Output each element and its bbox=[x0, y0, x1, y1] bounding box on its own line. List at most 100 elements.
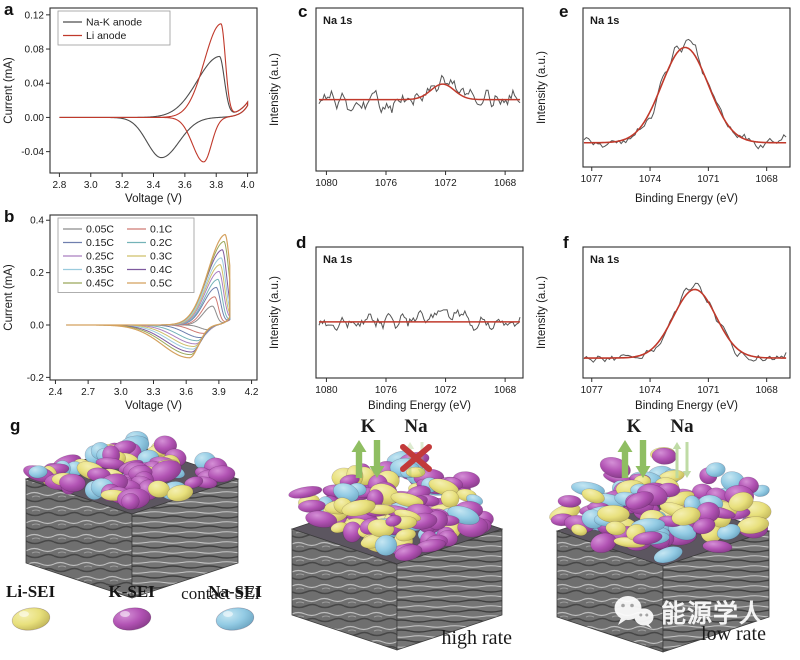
svg-text:3.4: 3.4 bbox=[147, 180, 161, 191]
k-ion-label: K bbox=[361, 416, 376, 437]
svg-text:0.4C: 0.4C bbox=[150, 264, 173, 276]
y-axis-label: Intensity (a.u.) bbox=[536, 51, 548, 124]
sei-3d-model: K Na bbox=[288, 416, 504, 651]
axes: 1077 1074 1071 1068 Binding Energy (eV) Inten… bbox=[536, 15, 778, 205]
x-axis-label: Binding Energy (eV) bbox=[635, 400, 738, 412]
svg-text:4.0: 4.0 bbox=[241, 180, 255, 191]
plot-frame bbox=[582, 7, 791, 168]
cv-comparison-chart-svg: 2.8 3.0 3.2 3.4 3.6 3.8 4.0 -0.04 0.00 0.04 0.08 0.… bbox=[3, 7, 258, 205]
panel-letter-d: d bbox=[296, 233, 307, 252]
series-group bbox=[66, 233, 231, 359]
panel-b: b 2.4 2.7 3.0 3.3 3.6 3.9 4.2 -0.2 0.0 0.2 0.4 Volt… bbox=[0, 207, 266, 414]
svg-text:1068: 1068 bbox=[494, 178, 517, 189]
legend-item-li-sei: Li-SEI bbox=[6, 582, 55, 640]
y-axis-label: Current (mA) bbox=[3, 57, 15, 124]
xps-na1s-chart-d-svg: 1080 1076 1072 1068 Binding Energy (eV) Inten… bbox=[269, 246, 524, 412]
svg-text:2.8: 2.8 bbox=[52, 180, 66, 191]
xps-na1s-chart-c-svg: 1080 1076 1072 1068 Intensity (a.u.) Na 1s bbox=[269, 7, 524, 189]
legend-item-na-sei: Na-SEI bbox=[208, 582, 262, 640]
svg-text:4.2: 4.2 bbox=[245, 387, 259, 398]
na-up-arrow-icon bbox=[672, 442, 682, 478]
na-down-arrow-icon bbox=[417, 442, 427, 476]
svg-text:0.15C: 0.15C bbox=[86, 237, 114, 249]
series-group bbox=[583, 38, 787, 150]
k-ion-label: K bbox=[627, 416, 642, 437]
inner-label: Na 1s bbox=[323, 254, 352, 266]
svg-text:1080: 1080 bbox=[315, 385, 338, 396]
panel-d: d 1080 1076 1072 1068 Binding Energy (eV) Int… bbox=[266, 207, 532, 414]
x-axis-label: Binding Energy (eV) bbox=[635, 193, 738, 205]
wechat-icon bbox=[614, 596, 654, 629]
svg-text:0.04: 0.04 bbox=[25, 79, 45, 90]
svg-text:3.8: 3.8 bbox=[209, 180, 223, 191]
panel-letter-f: f bbox=[563, 233, 569, 252]
na-sei-label: Na-SEI bbox=[208, 582, 262, 601]
cv-comparison-chart: 2.8 3.0 3.2 3.4 3.6 3.8 4.0 -0.04 0.00 0.04 0.08 0.… bbox=[0, 0, 266, 212]
na-sei-blob-icon bbox=[211, 603, 259, 640]
xps-na1s-chart-f-svg: 1077 1074 1071 1068 Binding Energy (eV) Inten… bbox=[536, 246, 791, 412]
svg-text:1068: 1068 bbox=[756, 174, 779, 185]
inner-label: Na 1s bbox=[323, 15, 352, 27]
x-axis-label: Voltage (V) bbox=[125, 193, 182, 205]
x-axis-label: Voltage (V) bbox=[125, 400, 182, 412]
axes: 1080 1076 1072 1068 Intensity (a.u.) Na 1s bbox=[269, 15, 517, 189]
xps-na1s-chart-e: 1077 1074 1071 1068 Binding Energy (eV) Inten… bbox=[533, 0, 799, 212]
svg-text:1077: 1077 bbox=[581, 385, 604, 396]
y-axis-label: Intensity (a.u.) bbox=[269, 53, 281, 126]
svg-text:1072: 1072 bbox=[434, 178, 457, 189]
panel-e: e 1077 1074 1071 1068 Binding Energy (eV) Int… bbox=[533, 0, 799, 207]
svg-text:1074: 1074 bbox=[639, 174, 662, 185]
na-ion-label: Na bbox=[404, 416, 428, 437]
axes: 2.4 2.7 3.0 3.3 3.6 3.9 4.2 -0.2 0.0 0.2 0.4 Voltag… bbox=[3, 216, 259, 412]
svg-text:0.05C: 0.05C bbox=[86, 224, 114, 236]
svg-text:1071: 1071 bbox=[697, 174, 720, 185]
series-fit bbox=[318, 83, 521, 101]
svg-text:0.25C: 0.25C bbox=[86, 251, 114, 263]
caption-contact-sei: contact SEI bbox=[181, 584, 260, 603]
k-down-arrow-icon bbox=[369, 440, 385, 478]
svg-text:-0.04: -0.04 bbox=[21, 147, 44, 158]
sei-3d-model bbox=[23, 430, 240, 599]
svg-text:0.45C: 0.45C bbox=[86, 278, 114, 290]
svg-text:3.6: 3.6 bbox=[178, 180, 192, 191]
svg-text:0.1C: 0.1C bbox=[150, 224, 173, 236]
svg-text:1068: 1068 bbox=[494, 385, 517, 396]
svg-text:1080: 1080 bbox=[315, 178, 338, 189]
svg-text:0.2: 0.2 bbox=[30, 268, 44, 279]
svg-text:1077: 1077 bbox=[581, 174, 604, 185]
cv-rates-chart-svg: 2.4 2.7 3.0 3.3 3.6 3.9 4.2 -0.2 0.0 0.2 0.4 Voltag… bbox=[3, 214, 259, 412]
axes: 2.8 3.0 3.2 3.4 3.6 3.8 4.0 -0.04 0.00 0.04 0.08 0.… bbox=[3, 10, 255, 205]
svg-text:0.4: 0.4 bbox=[30, 216, 44, 227]
electrode-right-face bbox=[396, 528, 503, 651]
panel-letter-e: e bbox=[559, 2, 569, 21]
axes: 1077 1074 1071 1068 Binding Energy (eV) Inten… bbox=[536, 254, 778, 412]
svg-text:0.0: 0.0 bbox=[30, 321, 44, 332]
watermark-text: 能源学人 bbox=[661, 600, 766, 628]
series-fit bbox=[583, 288, 787, 359]
svg-text:2.4: 2.4 bbox=[48, 387, 62, 398]
panel-letter-a: a bbox=[4, 0, 14, 19]
series-group bbox=[318, 308, 521, 332]
svg-text:3.0: 3.0 bbox=[114, 387, 128, 398]
xps-na1s-chart-e-svg: 1077 1074 1071 1068 Binding Energy (eV) Inten… bbox=[536, 7, 791, 205]
legend-item-k-sei: K-SEI bbox=[108, 582, 156, 640]
svg-text:3.2: 3.2 bbox=[115, 180, 129, 191]
svg-text:0.5C: 0.5C bbox=[150, 278, 173, 290]
na-sei-blob bbox=[215, 607, 255, 631]
xps-na1s-chart-d: 1080 1076 1072 1068 Binding Energy (eV) Inten… bbox=[266, 207, 532, 419]
li-sei-label: Li-SEI bbox=[6, 582, 56, 601]
series-fit bbox=[583, 46, 787, 144]
svg-text:1071: 1071 bbox=[697, 385, 720, 396]
li-sei-blob-icon bbox=[7, 603, 55, 640]
inner-label: Na 1s bbox=[590, 15, 619, 27]
plot-frame bbox=[315, 246, 524, 379]
svg-text:-0.2: -0.2 bbox=[27, 373, 45, 384]
na-up-arrow-icon bbox=[405, 442, 415, 476]
svg-text:3.3: 3.3 bbox=[147, 387, 161, 398]
k-sei-blob-icon bbox=[108, 603, 156, 640]
series-group bbox=[59, 23, 249, 163]
chart-legend: 0.05C 0.1C 0.15C 0.2C 0.25C 0.3C 0.35C 0.4C 0.45… bbox=[57, 217, 195, 293]
blocked-x-icon bbox=[400, 444, 432, 472]
